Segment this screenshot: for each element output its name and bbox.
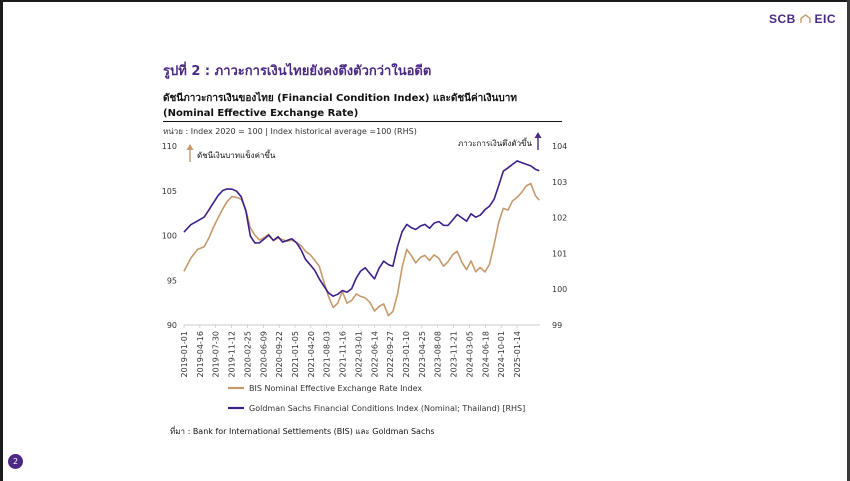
- x-tick-label: 2021-01-05: [291, 331, 300, 378]
- x-tick-label: 2024-03-05: [465, 331, 474, 378]
- title-rule: [163, 121, 562, 122]
- x-tick-label: 2023-04-25: [418, 331, 427, 378]
- y-left-tick-label: 90: [167, 321, 177, 330]
- page-number-badge: 2: [8, 454, 23, 469]
- legend-entry: Goldman Sachs Financial Conditions Index…: [249, 404, 525, 413]
- x-tick-label: 2019-07-30: [212, 331, 221, 378]
- legend-entry: BIS Nominal Effective Exchange Rate Inde…: [249, 384, 422, 393]
- x-tick-label: 2021-04-20: [307, 331, 316, 378]
- y-left-tick-label: 95: [167, 276, 177, 285]
- x-tick-label: 2020-06-09: [259, 331, 268, 378]
- x-tick-label: 2020-09-22: [275, 331, 284, 378]
- logo-text-eic: EIC: [814, 12, 836, 26]
- scb-eic-logo: SCB EIC: [769, 12, 836, 26]
- x-tick-label: 2023-01-10: [402, 331, 411, 378]
- x-tick-label: 2024-10-01: [497, 331, 506, 378]
- x-tick-label: 2021-08-03: [323, 331, 332, 378]
- annotation-tightening: ภาวะการเงินตึงตัวขึ้น: [458, 137, 533, 148]
- y-right-tick-label: 100: [552, 285, 567, 294]
- x-tick-label: 2024-06-18: [481, 331, 490, 378]
- y-left-tick-label: 110: [162, 142, 177, 151]
- x-tick-label: 2022-06-14: [370, 331, 379, 378]
- chart-axes: 90 95 100 105 110 99 100 101 102 103 104 2019-01-01…: [162, 142, 568, 378]
- chart-lines: [183, 160, 540, 317]
- x-tick-label: 2023-11-21: [450, 331, 459, 378]
- y-right-tick-label: 101: [552, 249, 567, 258]
- y-right-tick-label: 104: [552, 142, 567, 151]
- source-note: ที่มา : Bank for International Settlemen…: [170, 427, 435, 436]
- x-tick-label: 2021-11-16: [339, 331, 348, 378]
- bis-neer-series-line: [183, 182, 540, 317]
- x-tick-label: 2022-09-27: [386, 331, 395, 378]
- y-right-tick-label: 99: [552, 321, 562, 330]
- figure-title: รูปที่ 2 : ภาวะการเงินไทยยังคงตึงตัวกว่า…: [163, 64, 432, 79]
- chart-legend: BIS Nominal Effective Exchange Rate Inde…: [228, 384, 525, 413]
- right-border: [847, 0, 850, 481]
- chart-title: ดัชนีภาวะการเงินของไทย (Financial Condit…: [163, 93, 517, 119]
- top-border: [0, 0, 850, 2]
- x-tick-label: 2020-02-25: [243, 331, 252, 378]
- logo-text-scb: SCB: [768, 12, 796, 26]
- annotation-baht-strengthen: ดัชนีเงินบาทแข็งค่าขึ้น: [197, 149, 276, 160]
- tighten-arrowhead-icon: [534, 132, 542, 138]
- x-tick-label: 2019-01-01: [180, 331, 189, 378]
- chart-annotations: ดัชนีเงินบาทแข็งค่าขึ้น ภาวะการเงินตึงตัว…: [186, 132, 542, 162]
- x-tick-label: 2023-08-08: [434, 331, 443, 378]
- x-tick-label: 2025-01-14: [513, 331, 522, 378]
- logo-house-icon: [799, 14, 811, 23]
- x-tick-label: 2019-04-16: [196, 331, 205, 378]
- y-left-tick-label: 105: [162, 187, 177, 196]
- y-left-tick-label: 100: [162, 232, 177, 241]
- y-right-tick-label: 102: [552, 214, 567, 223]
- gs-fci-series-line: [183, 160, 540, 298]
- left-border: [0, 0, 3, 481]
- x-tick-label: 2019-11-12: [228, 331, 237, 378]
- y-right-tick-label: 103: [552, 178, 567, 187]
- x-tick-label: 2022-03-01: [354, 331, 363, 378]
- strengthen-arrowhead-icon: [186, 144, 194, 150]
- chart-subtitle: หน่วย : Index 2020 = 100 | Index histori…: [163, 127, 417, 136]
